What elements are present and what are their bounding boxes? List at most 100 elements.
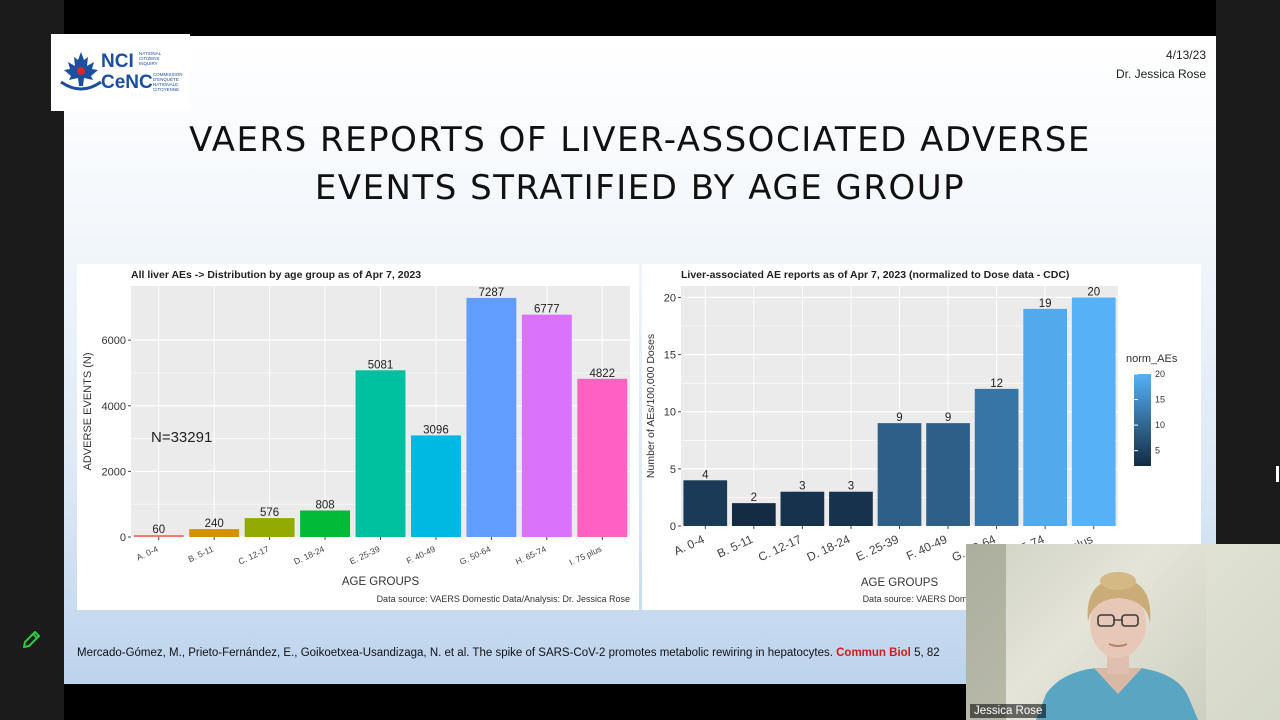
y-axis-label: ADVERSE EVENTS (N) — [82, 353, 94, 471]
legend-tick-label: 5 — [1155, 446, 1160, 456]
x-tick-label: B. 5-11 — [715, 532, 755, 561]
legend-tick-label: 20 — [1155, 369, 1165, 379]
y-axis-label: Number of AEs/100,000 Doses — [645, 334, 657, 478]
bar-5 — [355, 370, 406, 537]
bar-4 — [300, 510, 351, 537]
x-tick-label: B. 5-11 — [187, 544, 216, 564]
logo-sub-7: CITOYENNE — [153, 87, 179, 92]
bar-value-label: 3 — [799, 481, 805, 493]
logo-sub-6: NATIONALE — [153, 82, 178, 87]
bar-5 — [877, 423, 922, 526]
bar-8 — [521, 314, 572, 537]
bar-value-label: 3 — [848, 481, 854, 493]
slide-author: Dr. Jessica Rose — [1115, 67, 1206, 81]
y-tick-label: 5 — [670, 464, 676, 476]
logo-cenc-text: CeNC — [101, 72, 153, 93]
bar-2 — [189, 529, 240, 537]
left-sidebar — [0, 0, 64, 720]
bar-6 — [410, 435, 461, 537]
y-tick-label: 4000 — [102, 401, 126, 413]
x-tick-label: F. 40-49 — [405, 544, 437, 566]
bar-value-label: 576 — [260, 507, 279, 519]
bar-value-label: 3096 — [423, 424, 449, 436]
bar-value-label: 808 — [315, 499, 334, 511]
y-tick-label: 0 — [120, 532, 126, 544]
bar-9 — [577, 378, 628, 537]
bar-2 — [731, 503, 776, 526]
x-axis-label: AGE GROUPS — [861, 577, 939, 589]
bar-4 — [829, 491, 873, 526]
participant-video-feed — [966, 544, 1280, 720]
citation-text: Mercado-Gómez, M., Prieto-Fernández, E.,… — [77, 647, 837, 659]
chart-panel-right: Liver-associated AE reports as of Apr 7,… — [642, 264, 1201, 610]
y-tick-label: 2000 — [102, 466, 126, 478]
x-tick-label: A. 0-4 — [672, 532, 707, 558]
y-tick-label: 15 — [664, 350, 676, 362]
normalized-ae-bar-chart: Liver-associated AE reports as of Apr 7,… — [645, 269, 1178, 604]
y-tick-label: 6000 — [102, 335, 126, 347]
logo-sub-3: INQUIRY — [139, 61, 158, 66]
x-tick-label: H. 65-74 — [514, 544, 548, 567]
chart-title: Liver-associated AE reports as of Apr 7,… — [681, 269, 1069, 281]
logo-sub-1: NATIONAL — [139, 51, 162, 56]
bar-7 — [466, 297, 517, 537]
bar-1 — [683, 480, 728, 526]
x-tick-label: I. 75 plus — [568, 544, 603, 568]
x-tick-label: F. 40-49 — [904, 532, 950, 563]
logo-sub-5: D'ENQUÊTE — [153, 75, 179, 82]
scrollbar-handle[interactable] — [1276, 466, 1279, 482]
bar-value-label: 6777 — [534, 304, 560, 316]
legend-color-bar — [1134, 374, 1151, 466]
slide-title-line-2: EVENTS STRATIFIED BY AGE GROUP — [314, 168, 966, 208]
slide-header-right: 4/13/23 Dr. Jessica Rose — [1116, 46, 1206, 84]
x-tick-label: E. 25-39 — [348, 544, 382, 567]
bar-value-label: 20 — [1087, 286, 1100, 298]
x-tick-label: C. 12-17 — [237, 544, 271, 567]
citation: Mercado-Gómez, M., Prieto-Fernández, E.,… — [77, 647, 940, 659]
presentation-slide: 4/13/23 Dr. Jessica Rose VAERS REPORTS O… — [64, 36, 1216, 684]
bar-3 — [780, 491, 825, 526]
annotate-button[interactable] — [18, 627, 44, 653]
bar-value-label: 240 — [205, 518, 224, 530]
bar-value-label: 60 — [152, 524, 165, 536]
legend-title: norm_AEs — [1126, 353, 1178, 365]
chart-title: All liver AEs -> Distribution by age gro… — [131, 269, 421, 281]
bar-value-label: 2 — [751, 492, 757, 504]
x-tick-label: C. 12-17 — [756, 532, 804, 564]
x-axis-label: AGE GROUPS — [342, 576, 420, 588]
y-tick-label: 10 — [664, 407, 676, 419]
slide-title-line-1: VAERS REPORTS OF LIVER-ASSOCIATED ADVERS… — [189, 120, 1091, 160]
x-tick-label: D. 18-24 — [292, 544, 326, 567]
bar-1 — [133, 535, 184, 537]
top-letterbox — [64, 0, 1216, 36]
x-tick-label: A. 0-4 — [135, 544, 160, 563]
logo-sub-2: CITIZENS — [139, 56, 160, 61]
chart-panel-left: All liver AEs -> Distribution by age gro… — [77, 264, 639, 610]
y-tick-label: 20 — [664, 292, 676, 304]
bar-value-label: 19 — [1039, 298, 1052, 310]
bar-value-label: 4 — [702, 469, 709, 481]
logo-sub-4: COMMISSION — [153, 72, 183, 77]
x-tick-label: E. 25-39 — [854, 532, 901, 564]
nci-logo: NCI CeNC NATIONAL CITIZENS INQUIRY COMMI… — [51, 34, 190, 111]
bar-value-label: 7287 — [479, 287, 505, 299]
citation-rest: 5, 82 — [910, 647, 940, 659]
bar-3 — [244, 518, 295, 537]
pencil-icon — [23, 631, 40, 648]
participant-video-tile[interactable]: Jessica Rose — [966, 544, 1280, 720]
legend-tick-label: 15 — [1155, 395, 1165, 405]
bar-value-label: 12 — [990, 378, 1003, 390]
sample-size-annotation: N=33291 — [151, 429, 212, 446]
legend-tick-label: 10 — [1155, 420, 1165, 430]
citation-journal[interactable]: Commun Biol — [836, 647, 911, 659]
slide-title: VAERS REPORTS OF LIVER-ASSOCIATED ADVERS… — [64, 116, 1216, 212]
bar-9 — [1071, 297, 1116, 526]
bar-value-label: 9 — [945, 412, 951, 424]
slide-date: 4/13/23 — [1165, 48, 1206, 62]
bar-8 — [1023, 308, 1068, 526]
bar-6 — [926, 423, 970, 526]
maple-leaf-icon — [60, 52, 102, 91]
data-source-note: Data source: VAERS Domestic Data/Analysi… — [377, 594, 630, 604]
bar-value-label: 9 — [896, 412, 902, 424]
bar-7 — [974, 388, 1019, 526]
